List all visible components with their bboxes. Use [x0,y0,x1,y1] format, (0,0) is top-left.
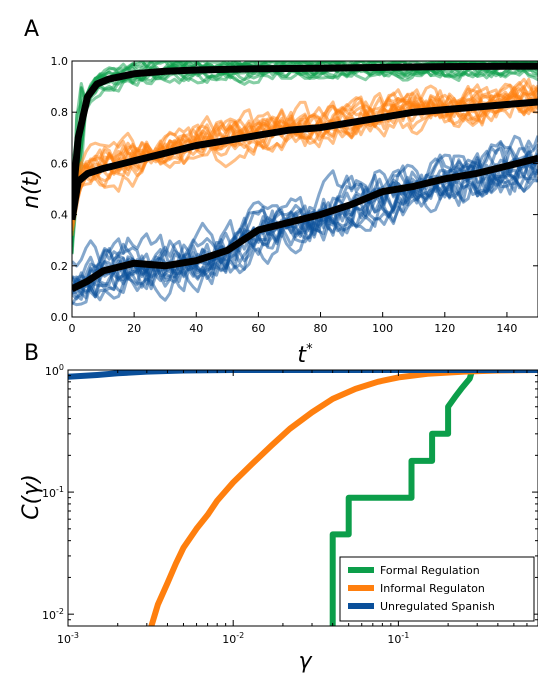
y-tick-label: 0.6 [51,157,69,170]
series-line-green [329,370,538,626]
mean-line-green [72,62,538,210]
x-tick-label: 20 [127,322,141,335]
mean-line-blue [72,154,538,292]
panel-b-label: B [24,341,39,366]
x-tick-label: 80 [314,322,328,335]
legend-label-informal: Informal Regulaton [380,582,485,595]
x-tick-label: 10-3 [57,631,79,646]
legend: Formal Regulation Informal Regulaton Unr… [339,556,535,622]
y-tick-label: 0.8 [51,106,69,119]
x-tick-label: 40 [189,322,203,335]
x-tick-label: 0 [69,322,76,335]
y-tick-label: 10-2 [42,607,64,622]
x-tick-label: 10-2 [222,631,244,646]
y-tick-label: 0.2 [51,260,69,273]
trace-line-blue [72,171,538,301]
x-tick-label: 10-1 [387,631,409,646]
panel-a-xlabel: t* [297,342,313,368]
panel-b-ylabel: C(γ) [19,474,44,520]
y-tick-label: 0.0 [51,311,69,324]
mean-line-orange [72,98,538,221]
y-tick-label: 1.0 [51,55,69,68]
x-tick-label: 100 [372,322,393,335]
panel-a-means [72,62,538,292]
series-line-blue [68,370,538,380]
legend-label-formal: Formal Regulation [380,564,480,577]
panel-a-traces [72,61,538,307]
panel-a-ylabel: n(t) [19,169,44,209]
panel-b-xlabel: γ [298,649,312,673]
y-tick-label: 10-1 [42,485,64,500]
x-tick-label: 120 [434,322,455,335]
panel-b-lines [68,370,538,626]
panel-b: B 10-3 10-2 10-1 10-2 10-1 100 γ C(γ) Formal … [19,341,538,673]
y-tick-label: 100 [45,363,64,378]
x-tick-label: 140 [496,322,517,335]
panel-a-frame [71,60,538,318]
x-tick-label: 60 [251,322,265,335]
series-line-orange [148,370,538,626]
panel-a-label: A [24,17,39,42]
panel-a: A 0 20 40 60 80 100 120 140 0.0 0.2 0.4 0.6 0.8 1.0 t… [19,17,538,368]
panel-a-ticks: 0 20 40 60 80 100 120 140 0.0 0.2 0.4 0.6 0.8 1.0 [51,55,538,335]
y-tick-label: 0.4 [51,209,69,222]
legend-label-unregulated: Unregulated Spanish [380,600,495,613]
